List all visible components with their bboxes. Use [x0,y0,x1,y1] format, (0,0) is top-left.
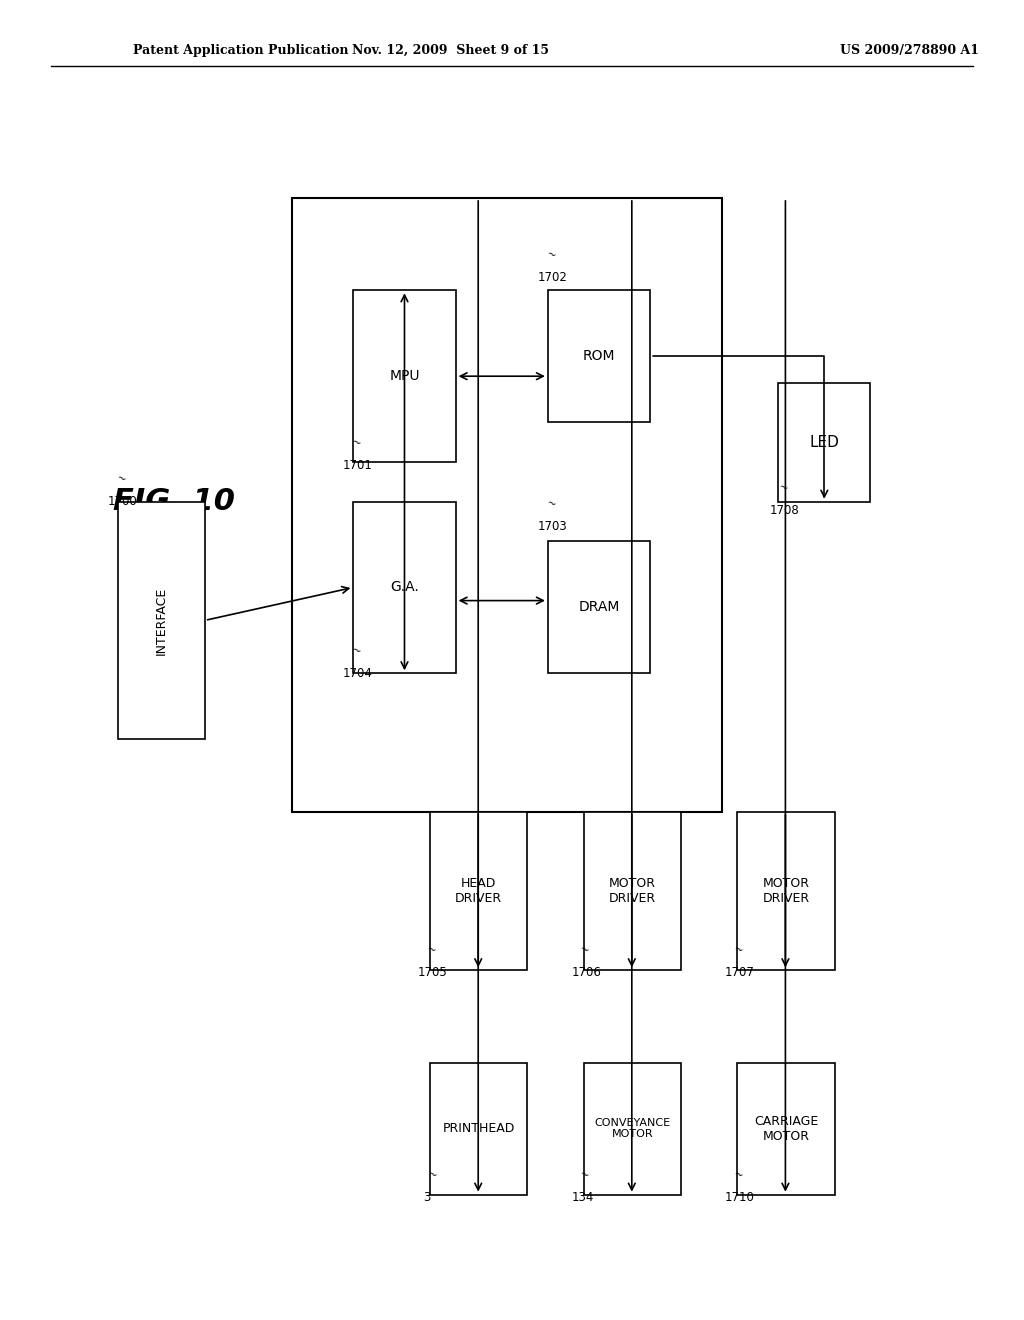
Text: ~: ~ [426,1168,438,1181]
Text: 3: 3 [423,1191,430,1204]
FancyBboxPatch shape [584,812,681,970]
Text: ~: ~ [732,1168,744,1181]
Text: 1708: 1708 [770,504,800,517]
Text: ~: ~ [545,248,557,261]
Text: ~: ~ [115,473,127,486]
Text: 134: 134 [571,1191,594,1204]
Text: 1702: 1702 [538,271,567,284]
FancyBboxPatch shape [430,1063,527,1195]
Text: LED: LED [809,434,840,450]
Text: ~: ~ [545,498,557,511]
Text: Nov. 12, 2009  Sheet 9 of 15: Nov. 12, 2009 Sheet 9 of 15 [352,44,549,57]
FancyBboxPatch shape [584,1063,681,1195]
Text: INTERFACE: INTERFACE [155,586,168,655]
Text: 1700: 1700 [108,495,137,508]
FancyBboxPatch shape [737,812,835,970]
Text: ~: ~ [350,644,362,657]
FancyBboxPatch shape [548,290,650,422]
Text: G.A.: G.A. [390,581,419,594]
Text: ~: ~ [777,482,790,495]
FancyBboxPatch shape [737,1063,835,1195]
FancyBboxPatch shape [430,812,527,970]
Text: MPU: MPU [389,370,420,383]
Text: 1703: 1703 [538,520,567,533]
Text: MOTOR
DRIVER: MOTOR DRIVER [762,876,810,906]
Text: US 2009/278890 A1: US 2009/278890 A1 [840,44,979,57]
FancyBboxPatch shape [778,383,870,502]
Text: 1701: 1701 [343,459,373,473]
Text: Patent Application Publication: Patent Application Publication [133,44,348,57]
Text: 1705: 1705 [418,966,447,979]
Text: CONVEYANCE
MOTOR: CONVEYANCE MOTOR [594,1118,671,1139]
FancyBboxPatch shape [118,502,205,739]
Text: 1706: 1706 [571,966,601,979]
Text: ~: ~ [579,1168,591,1181]
Text: DRAM: DRAM [579,601,620,614]
Text: 1704: 1704 [343,667,373,680]
FancyBboxPatch shape [548,541,650,673]
Text: ROM: ROM [583,350,615,363]
Text: ~: ~ [579,944,591,957]
Text: FIG. 10: FIG. 10 [113,487,234,516]
Text: ~: ~ [732,944,744,957]
Text: ~: ~ [350,437,362,450]
Bar [292,198,722,812]
Text: ~: ~ [425,944,437,957]
Text: MOTOR
DRIVER: MOTOR DRIVER [608,876,656,906]
Text: 1707: 1707 [725,966,755,979]
Text: PRINTHEAD: PRINTHEAD [442,1122,515,1135]
Text: HEAD
DRIVER: HEAD DRIVER [455,876,503,906]
Text: 1710: 1710 [725,1191,755,1204]
FancyBboxPatch shape [353,502,456,673]
Text: CARRIAGE
MOTOR: CARRIAGE MOTOR [754,1114,818,1143]
FancyBboxPatch shape [353,290,456,462]
